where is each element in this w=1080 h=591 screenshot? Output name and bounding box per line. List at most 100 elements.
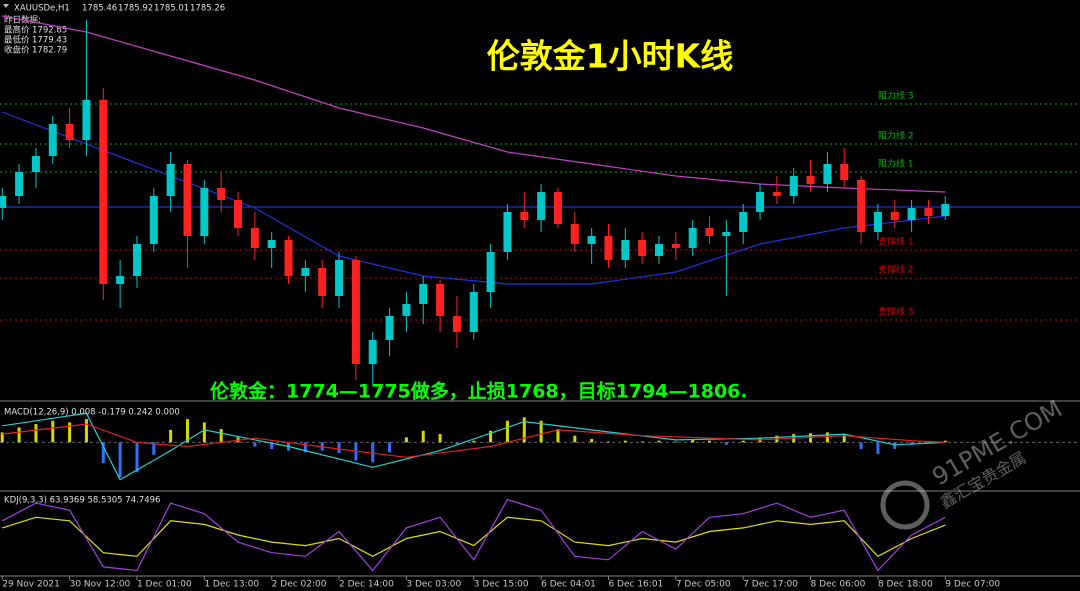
- histogram-bar: [623, 440, 627, 443]
- candle-body: [217, 188, 226, 200]
- candle-body: [890, 212, 899, 220]
- macd-label: MACD(12,26,9) 0.008 -0.179 0.242 0.000: [4, 408, 180, 418]
- histogram-bar: [556, 429, 560, 443]
- info-label: 收盘价: [4, 45, 30, 56]
- info-value: 1792.85: [32, 26, 67, 36]
- candle-body: [823, 164, 832, 184]
- histogram-bar: [270, 442, 274, 449]
- histogram-bar: [0, 432, 4, 443]
- candle-body: [368, 340, 377, 364]
- histogram-bar: [657, 440, 661, 443]
- candle-body: [520, 212, 529, 220]
- x-tick-label: 8 Dec 06:00: [811, 580, 866, 590]
- x-tick-label: 29 Nov 2021: [2, 580, 60, 590]
- candle-body: [318, 268, 327, 296]
- candle-body: [65, 124, 74, 140]
- candle-body: [301, 268, 310, 276]
- histogram-bar: [842, 434, 846, 443]
- x-tick-label: 2 Dec 02:00: [272, 580, 327, 590]
- candle-body: [587, 236, 596, 244]
- histogram-bar: [185, 419, 189, 443]
- histogram-bar: [219, 429, 223, 443]
- ohlc-value: 1785.26: [190, 4, 225, 14]
- histogram-bar: [943, 440, 947, 443]
- ohlc-value: 1785.46: [82, 4, 117, 14]
- candle-body: [0, 196, 7, 208]
- candle-body: [503, 212, 512, 252]
- histogram-bar: [135, 442, 139, 473]
- candle-body: [469, 292, 478, 332]
- candle-body: [857, 180, 866, 232]
- histogram-bar: [539, 420, 543, 443]
- histogram-bar: [253, 442, 257, 447]
- candle-body: [604, 236, 613, 260]
- histogram-bar: [472, 440, 476, 443]
- candle-body: [351, 260, 360, 364]
- info-label: 最高价: [4, 25, 30, 36]
- candle-body: [941, 204, 950, 216]
- candle-body: [200, 188, 209, 236]
- x-tick-label: 30 Nov 12:00: [70, 580, 131, 590]
- candle-body: [553, 192, 562, 224]
- candle-body: [806, 176, 815, 184]
- histogram-bar: [708, 440, 712, 443]
- chart-title: 伦敦金1小时K线: [487, 37, 734, 76]
- indicator-line: [2, 516, 946, 558]
- x-tick-label: 9 Dec 07:00: [945, 580, 1000, 590]
- x-tick-label: 7 Dec 17:00: [743, 580, 798, 590]
- candle-body: [907, 208, 916, 220]
- candle-body: [82, 100, 91, 140]
- candle-body: [688, 228, 697, 248]
- candle-body: [15, 172, 24, 196]
- histogram-bar: [674, 441, 678, 443]
- candle-body: [840, 164, 849, 180]
- ohlc-value: 1785.01: [154, 4, 189, 14]
- histogram-bar: [68, 422, 72, 443]
- candle-body: [385, 316, 394, 340]
- indicator-line: [1, 498, 946, 572]
- histogram-bar: [51, 420, 55, 443]
- level-label: 支撑线 2: [878, 264, 914, 276]
- candle-body: [284, 240, 293, 276]
- indicator-line: [2, 15, 946, 193]
- histogram-bar: [169, 429, 173, 443]
- histogram-bar: [893, 442, 897, 449]
- histogram-bar: [337, 442, 341, 454]
- kdj-label: KDJ(9,3,3) 63.9369 58.5305 74.7496: [4, 496, 160, 506]
- histogram-bar: [303, 442, 307, 453]
- histogram-bar: [505, 420, 509, 443]
- histogram-bar: [640, 441, 644, 443]
- info-value: 1779.43: [32, 36, 67, 46]
- indicator-line: [1, 111, 946, 285]
- symbol-icon: [3, 4, 9, 8]
- histogram-bar: [101, 442, 105, 464]
- candle-body: [722, 232, 731, 236]
- x-tick-label: 8 Dec 18:00: [878, 580, 933, 590]
- info-label: 最低价: [4, 35, 30, 46]
- candle-body: [789, 176, 798, 196]
- info-value: 1782.79: [32, 46, 67, 56]
- histogram-bar: [455, 442, 459, 445]
- candle-body: [638, 240, 647, 256]
- candle-body: [116, 276, 125, 284]
- candle-body: [772, 192, 781, 196]
- histogram-bar: [876, 442, 880, 454]
- x-tick-label: 2 Dec 14:00: [339, 580, 394, 590]
- candle-body: [31, 156, 40, 172]
- watermark-logo: [880, 480, 930, 530]
- candle-body: [655, 244, 664, 256]
- candle-body: [99, 100, 108, 284]
- histogram-bar: [421, 430, 425, 443]
- x-tick-label: 1 Dec 13:00: [204, 580, 259, 590]
- ohlc-value: 1785.92: [118, 4, 153, 14]
- x-tick-label: 1 Dec 01:00: [137, 580, 192, 590]
- histogram-bar: [522, 417, 526, 443]
- histogram-bar: [118, 442, 122, 478]
- histogram-bar: [34, 424, 38, 443]
- candle-body: [452, 316, 461, 332]
- histogram-bar: [741, 440, 745, 443]
- level-label: 支撑线 3: [878, 306, 914, 318]
- level-label: 支撑线 1: [878, 236, 914, 248]
- histogram-bar: [859, 442, 863, 449]
